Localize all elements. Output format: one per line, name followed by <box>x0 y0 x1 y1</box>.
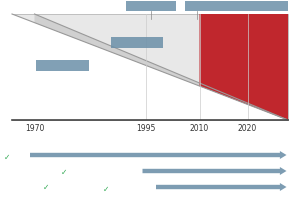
Polygon shape <box>34 14 288 120</box>
Text: ✓: ✓ <box>3 152 10 162</box>
Polygon shape <box>200 14 288 120</box>
Text: ✓: ✓ <box>61 168 68 177</box>
Bar <box>12 14 288 120</box>
Text: 1970: 1970 <box>25 124 44 133</box>
Text: ✓: ✓ <box>43 182 50 192</box>
Text: 1995: 1995 <box>136 124 155 133</box>
Text: 2020: 2020 <box>238 124 257 133</box>
Polygon shape <box>12 14 288 120</box>
Bar <box>184 1 288 11</box>
Bar <box>126 1 176 11</box>
Text: 2010: 2010 <box>190 124 209 133</box>
Polygon shape <box>200 14 288 120</box>
Bar <box>36 60 88 71</box>
Polygon shape <box>142 167 286 175</box>
Polygon shape <box>156 183 286 191</box>
Polygon shape <box>30 151 286 159</box>
Text: ✓: ✓ <box>103 185 110 194</box>
Bar <box>111 37 164 48</box>
